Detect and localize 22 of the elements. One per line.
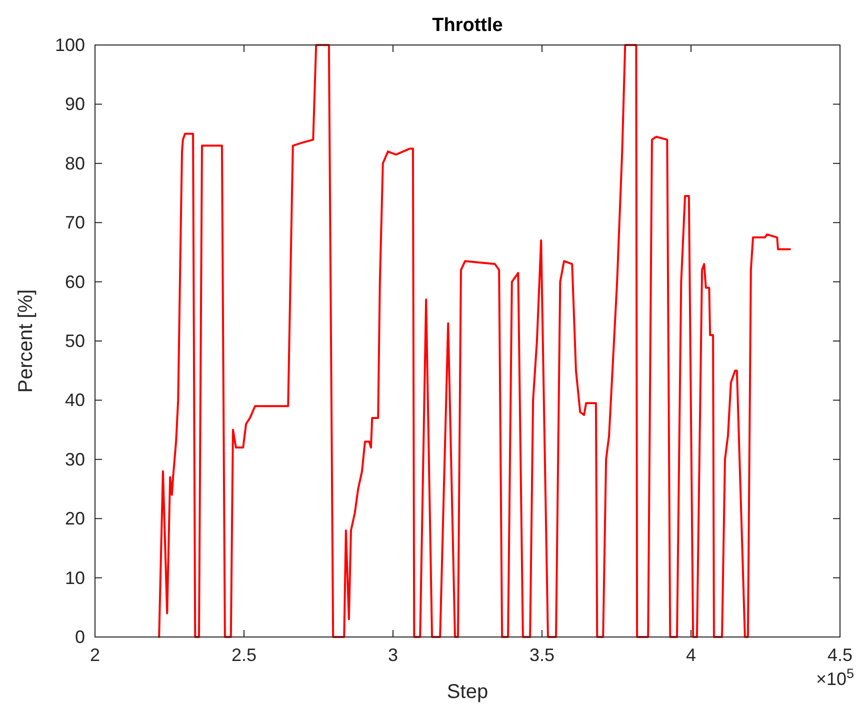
y-tick-label: 100	[54, 35, 85, 55]
x-tick-label: 4	[686, 645, 696, 665]
y-tick-label: 80	[64, 153, 85, 174]
text: ×10$^{5}$	[816, 666, 854, 689]
y-tick-label: 0	[74, 627, 85, 647]
y-tick-label: 30	[64, 449, 85, 470]
y-tick-label: 50	[64, 331, 85, 351]
x-tick-label: 3	[388, 645, 398, 665]
y-axis-title: Percent [%]	[15, 289, 37, 393]
x-tick-label: 4.5	[827, 645, 853, 665]
y-tick-label: 40	[64, 390, 85, 410]
y-tick-label: 20	[64, 508, 85, 529]
x-axis-title: Step	[446, 681, 488, 703]
line-series	[158, 44, 791, 638]
y-tick-label: 70	[64, 212, 85, 233]
chart-title: Throttle	[432, 15, 503, 36]
x-tick-label: 2	[90, 645, 100, 665]
y-tick-label: 90	[64, 94, 85, 114]
x-tick-label: 2.5	[231, 645, 257, 665]
y-tick-label: 60	[64, 272, 85, 292]
y-tick-label: 10	[64, 568, 85, 588]
x-tick-label: 3.5	[529, 645, 555, 665]
